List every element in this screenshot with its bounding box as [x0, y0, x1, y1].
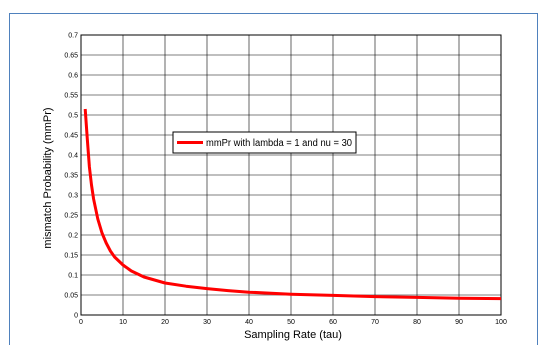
y-tick-label: 0.05 [64, 293, 78, 300]
x-tick-label: 40 [245, 319, 253, 326]
x-tick-label: 90 [455, 319, 463, 326]
y-tick-label: 0.5 [68, 113, 78, 120]
x-tick-label: 60 [329, 319, 337, 326]
x-tick-label: 30 [203, 319, 211, 326]
series-lines [83, 108, 502, 301]
y-tick-label: 0.65 [64, 53, 78, 60]
x-tick-label: 80 [413, 319, 421, 326]
y-tick-label: 0.45 [64, 133, 78, 140]
line-chart: 0 10 20 30 40 50 60 70 80 90 100 0 0.05 0.1 0.15 0.2 0.2… [42, 33, 507, 342]
x-tick-label: 70 [371, 319, 379, 326]
y-tick-label: 0 [74, 313, 78, 320]
legend-label: mmPr with lambda = 1 and nu = 30 [206, 138, 352, 149]
legend: mmPr with lambda = 1 and nu = 30 [172, 131, 357, 154]
y-tick-label: 0.1 [68, 273, 78, 280]
y-tick-label: 0.7 [68, 33, 78, 40]
x-tick-label: 20 [161, 319, 169, 326]
y-tick-label: 0.35 [64, 173, 78, 180]
x-tick-label: 0 [79, 319, 83, 326]
y-tick-label: 0.4 [68, 153, 78, 160]
y-tick-label: 0.2 [68, 233, 78, 240]
x-axis-title: Sampling Rate (tau) [244, 329, 342, 341]
axis-ticks: 0 10 20 30 40 50 60 70 80 90 100 0 0.05 0.1 0.15 0.2 0.2… [64, 33, 507, 327]
y-tick-label: 0.15 [64, 253, 78, 260]
y-axis-title: mismatch Probability (mmPr) [42, 107, 54, 248]
y-tick-label: 0.55 [64, 93, 78, 100]
grid [80, 34, 502, 316]
legend-box [172, 131, 357, 154]
chart-frame: 0 10 20 30 40 50 60 70 80 90 100 0 0.05 0.1 0.15 0.2 0.2… [9, 13, 538, 345]
y-tick-label: 0.25 [64, 213, 78, 220]
y-tick-label: 0.6 [68, 73, 78, 80]
x-tick-label: 100 [495, 319, 507, 326]
series-line [83, 108, 502, 301]
plot-area [80, 34, 502, 316]
x-tick-label: 10 [119, 319, 127, 326]
y-tick-label: 0.3 [68, 193, 78, 200]
x-tick-label: 50 [287, 319, 295, 326]
